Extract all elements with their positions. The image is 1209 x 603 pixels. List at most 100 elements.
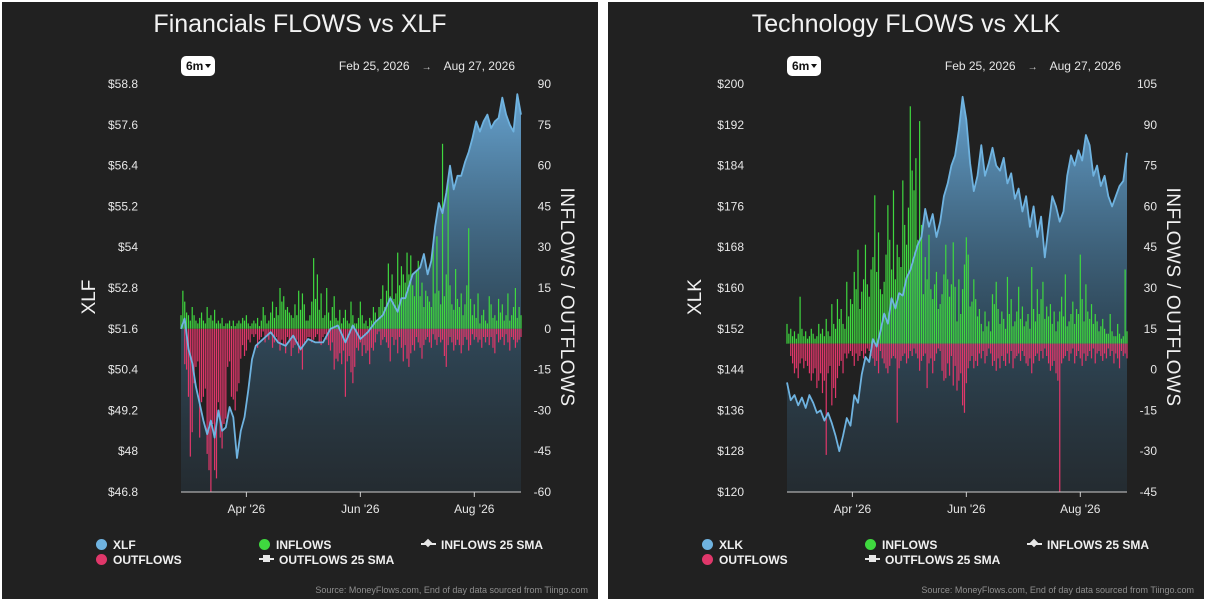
outflow-bar: [344, 328, 346, 397]
inflow-bar: [255, 323, 257, 329]
inflow-bar: [1094, 314, 1096, 344]
inflow-bar: [857, 249, 859, 344]
outflow-bar: [324, 328, 326, 335]
outflow-bar: [963, 343, 966, 413]
outflow-bar: [357, 328, 360, 351]
inflow-bar: [1061, 296, 1063, 344]
outflow-bar: [329, 328, 332, 351]
outflow-bar: [1025, 343, 1027, 364]
inflow-bar: [266, 323, 268, 329]
outflow-bar: [200, 328, 203, 403]
outflow-bar: [872, 343, 874, 359]
inflow-bar: [1079, 254, 1081, 344]
outflow-bar: [1008, 343, 1010, 364]
legend-price[interactable]: XLK: [702, 538, 743, 552]
inflow-bar: [1034, 321, 1037, 344]
outflow-bar: [369, 328, 371, 365]
outflow-bar: [363, 328, 365, 346]
outflow-bar: [1111, 343, 1113, 351]
outflow-bar: [1118, 343, 1121, 369]
range-dropdown-button[interactable]: 6m: [181, 56, 215, 76]
inflow-bar: [896, 244, 898, 344]
outflow-bar: [419, 328, 421, 348]
inflow-bar: [954, 286, 956, 344]
outflow-bar: [202, 328, 205, 397]
inflow-bar: [1049, 304, 1052, 344]
outflow-bar: [924, 343, 926, 354]
inflow-bar: [339, 309, 341, 329]
outflow-bar: [958, 343, 960, 381]
legend-outflows[interactable]: OUTFLOWS: [702, 553, 788, 567]
inflow-bar: [273, 317, 276, 329]
y-tick-label: $55.2: [108, 199, 138, 213]
inflow-bar: [1068, 321, 1070, 344]
inflow-bar: [812, 333, 814, 344]
y2-tick-label: -30: [534, 403, 552, 417]
inflow-bar: [419, 296, 421, 329]
outflow-bar: [967, 343, 969, 369]
outflow-bar: [507, 328, 509, 343]
x-tick-label: Jun '26: [341, 502, 380, 516]
legend-outflows-sma[interactable]: OUTFLOWS 25 SMA: [259, 553, 394, 567]
outflow-bar: [415, 328, 417, 337]
outflow-bar: [354, 328, 356, 367]
inflow-bar: [876, 271, 878, 344]
outflow-bar: [438, 328, 440, 337]
y-tick-label: $54: [118, 240, 138, 254]
outflow-bar: [920, 343, 923, 361]
inflow-bar: [434, 293, 436, 329]
inflow-bar: [361, 315, 363, 329]
outflow-bar: [331, 328, 333, 343]
date-start[interactable]: Feb 25, 2026: [944, 59, 1016, 73]
inflow-bar: [1064, 274, 1066, 344]
inflow-bar: [477, 293, 479, 329]
outflow-bar: [838, 343, 840, 366]
range-dropdown-button[interactable]: 6m: [787, 56, 821, 76]
outflow-bar: [260, 328, 262, 337]
outflow-bar: [1059, 343, 1061, 492]
inflow-bar: [848, 316, 850, 344]
inflow-bar: [423, 307, 425, 329]
inflow-bar: [806, 338, 809, 344]
outflow-bar: [1122, 343, 1124, 356]
legend-inflows-sma[interactable]: INFLOWS 25 SMA: [1027, 538, 1149, 552]
y2-axis-label: INFLOWS / OUTFLOWS: [556, 187, 577, 407]
y-tick-label: $48: [118, 444, 138, 458]
outflow-bar: [299, 328, 302, 351]
inflow-bar: [249, 326, 251, 329]
inflow-bar: [187, 315, 190, 329]
inflow-bar: [816, 336, 818, 344]
inflow-bar: [204, 323, 206, 329]
outflow-bar: [262, 328, 264, 332]
inflow-bar: [1081, 299, 1083, 344]
outflow-bar: [844, 343, 846, 354]
inflow-bar: [426, 296, 429, 329]
outflow-bar: [956, 343, 958, 391]
inflow-bar: [991, 294, 994, 344]
date-end[interactable]: Aug 27, 2026: [443, 59, 515, 73]
legend-price[interactable]: XLF: [96, 538, 136, 552]
y-tick-label: $144: [717, 363, 744, 377]
legend-inflows-sma[interactable]: INFLOWS 25 SMA: [421, 538, 543, 552]
inflow-bar: [451, 304, 453, 329]
legend-outflows-sma[interactable]: OUTFLOWS 25 SMA: [865, 553, 1000, 567]
date-end[interactable]: Aug 27, 2026: [1049, 59, 1121, 73]
outflow-bar: [905, 343, 908, 364]
legend-inflows[interactable]: INFLOWS: [259, 538, 331, 552]
outflow-bar: [281, 328, 283, 340]
date-start[interactable]: Feb 25, 2026: [338, 59, 410, 73]
legend-inflows[interactable]: INFLOWS: [865, 538, 937, 552]
inflow-bar: [1014, 321, 1016, 344]
inflow-bar: [193, 315, 195, 329]
outflow-bar: [460, 328, 462, 354]
inflow-bar: [490, 304, 492, 329]
outflow-bar: [876, 343, 878, 361]
legend-outflows[interactable]: OUTFLOWS: [96, 553, 182, 567]
outflow-bar: [1042, 343, 1044, 359]
y-tick-label: $49.2: [108, 403, 138, 417]
inflow-bar: [1016, 311, 1018, 344]
inflow-bar: [344, 309, 346, 329]
inflow-bar: [430, 307, 432, 329]
inflow-bar: [214, 309, 216, 329]
outflow-bar: [1047, 343, 1050, 364]
